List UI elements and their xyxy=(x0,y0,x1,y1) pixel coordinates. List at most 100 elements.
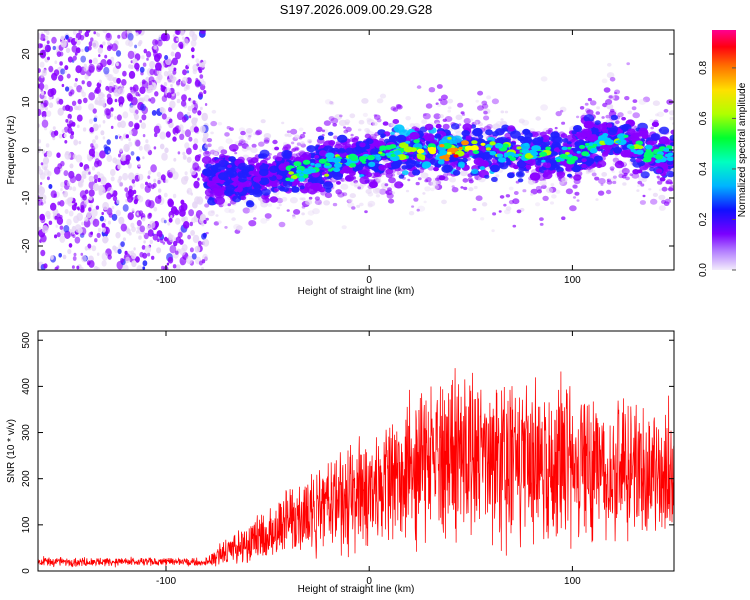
spectrogram-cell xyxy=(626,62,630,66)
spectrogram-cell xyxy=(228,208,235,214)
spectrogram-peak xyxy=(296,169,302,174)
spectrogram-cell xyxy=(76,265,80,270)
spectrogram-cell xyxy=(664,198,671,204)
spectrogram-cell xyxy=(175,133,178,136)
spectrogram-cell xyxy=(151,255,155,260)
spectrogram-cell xyxy=(106,59,112,66)
spectrogram-cell xyxy=(460,170,468,177)
spectrogram-cell xyxy=(504,110,509,114)
spectrogram-cell xyxy=(176,98,181,104)
spectrogram-cell xyxy=(132,183,136,188)
spectrogram-peak xyxy=(590,148,597,152)
spectrogram-cell xyxy=(201,222,205,227)
spectrogram-peak xyxy=(663,147,670,152)
spectrogram-cell xyxy=(42,156,50,165)
spectrogram-cell xyxy=(529,172,541,181)
spectrogram-cell xyxy=(298,127,304,132)
spectrogram-cell xyxy=(176,80,181,86)
spectrogram-cell xyxy=(382,121,389,126)
spectrogram-peak xyxy=(453,154,459,158)
spectrogram-cell xyxy=(658,194,666,201)
spectrogram-cell xyxy=(71,225,77,232)
spectrogram-cell xyxy=(351,206,356,210)
spectrogram-cell xyxy=(572,184,578,189)
spectrogram-cell xyxy=(115,85,119,90)
spectrogram-peak xyxy=(458,146,463,150)
spectrogram-cell xyxy=(68,91,73,97)
spectrogram-peak xyxy=(359,158,367,163)
spectrogram-ytick-label: -10 xyxy=(21,190,32,205)
spectrogram-cell xyxy=(597,123,607,131)
spectrogram-cell xyxy=(79,34,85,41)
spectrogram-cell xyxy=(169,73,175,80)
spectrogram-cell xyxy=(148,212,152,217)
spectrogram-cell xyxy=(186,255,193,265)
spectrogram-cell xyxy=(366,129,371,133)
spectrogram-cell xyxy=(442,118,447,123)
spectrogram-cell xyxy=(572,196,577,199)
spectrogram-peak xyxy=(429,149,436,155)
spectrogram-cell xyxy=(286,130,291,134)
snr-ylabel: SNR (10 * v/v) xyxy=(6,419,17,483)
spectrogram-cell xyxy=(240,140,244,144)
spectrogram-cell xyxy=(287,133,292,138)
spectrogram-cell xyxy=(638,127,648,135)
spectrogram-cell xyxy=(302,131,306,135)
spectrogram-cell xyxy=(601,151,609,157)
spectrogram-cell xyxy=(639,200,647,205)
spectrogram-cell xyxy=(248,135,252,138)
spectrogram-cell xyxy=(449,128,454,132)
spectrogram-xtick-label: 100 xyxy=(564,275,581,286)
spectrogram-cell xyxy=(91,40,99,49)
spectrogram-peak xyxy=(615,140,620,144)
spectrogram-cell xyxy=(101,222,106,229)
spectrogram-peak xyxy=(327,168,333,172)
spectrogram-cell xyxy=(163,192,168,198)
spectrogram-cell xyxy=(103,66,110,75)
spectrogram-cell xyxy=(635,158,642,163)
spectrogram-cell xyxy=(203,150,211,157)
spectrogram-peak xyxy=(472,150,480,155)
spectrogram-cell xyxy=(167,78,171,84)
spectrogram-cell xyxy=(41,119,49,128)
spectrogram-cell xyxy=(69,196,74,202)
spectrogram-cell xyxy=(72,55,77,61)
spectrogram-cell xyxy=(122,70,127,77)
spectrogram-cell xyxy=(184,129,191,138)
spectrogram-cell xyxy=(666,179,673,185)
spectrogram-cell xyxy=(560,109,564,113)
spectrogram-cell xyxy=(201,112,208,122)
spectrogram-cell xyxy=(59,225,64,230)
spectrogram-cell xyxy=(285,143,292,149)
spectrogram-cell xyxy=(186,111,191,117)
spectrogram-cell xyxy=(86,80,92,88)
spectrogram-cell xyxy=(64,151,72,160)
spectrogram-cell xyxy=(259,168,269,177)
spectrogram-peak xyxy=(333,162,342,168)
spectrogram-cell xyxy=(430,187,435,192)
spectrogram-cell xyxy=(567,173,572,178)
spectrogram-cell xyxy=(159,126,162,129)
spectrogram-cell xyxy=(562,138,569,143)
spectrogram-cell xyxy=(194,117,198,123)
spectrogram-cell xyxy=(50,202,57,211)
spectrogram-peak xyxy=(521,149,530,155)
spectrogram-cell xyxy=(475,195,483,201)
spectrogram-cell xyxy=(655,113,659,117)
spectrogram-cell xyxy=(204,143,211,149)
spectrogram-cell xyxy=(138,145,143,151)
spectrogram-cell xyxy=(322,177,327,181)
spectrogram-peak xyxy=(439,144,445,148)
spectrogram-cell xyxy=(382,185,389,191)
spectrogram-cell xyxy=(191,104,195,109)
spectrogram-cell xyxy=(64,209,69,214)
spectrogram-cell xyxy=(125,39,130,46)
spectrogram-cell xyxy=(649,167,655,172)
spectrogram-cell xyxy=(299,185,305,190)
spectrogram-cell xyxy=(540,76,548,82)
spectrogram-cell xyxy=(133,247,136,251)
spectrogram-cell xyxy=(385,190,390,194)
spectrogram-cell xyxy=(175,236,182,244)
spectrogram-cell xyxy=(253,132,257,136)
